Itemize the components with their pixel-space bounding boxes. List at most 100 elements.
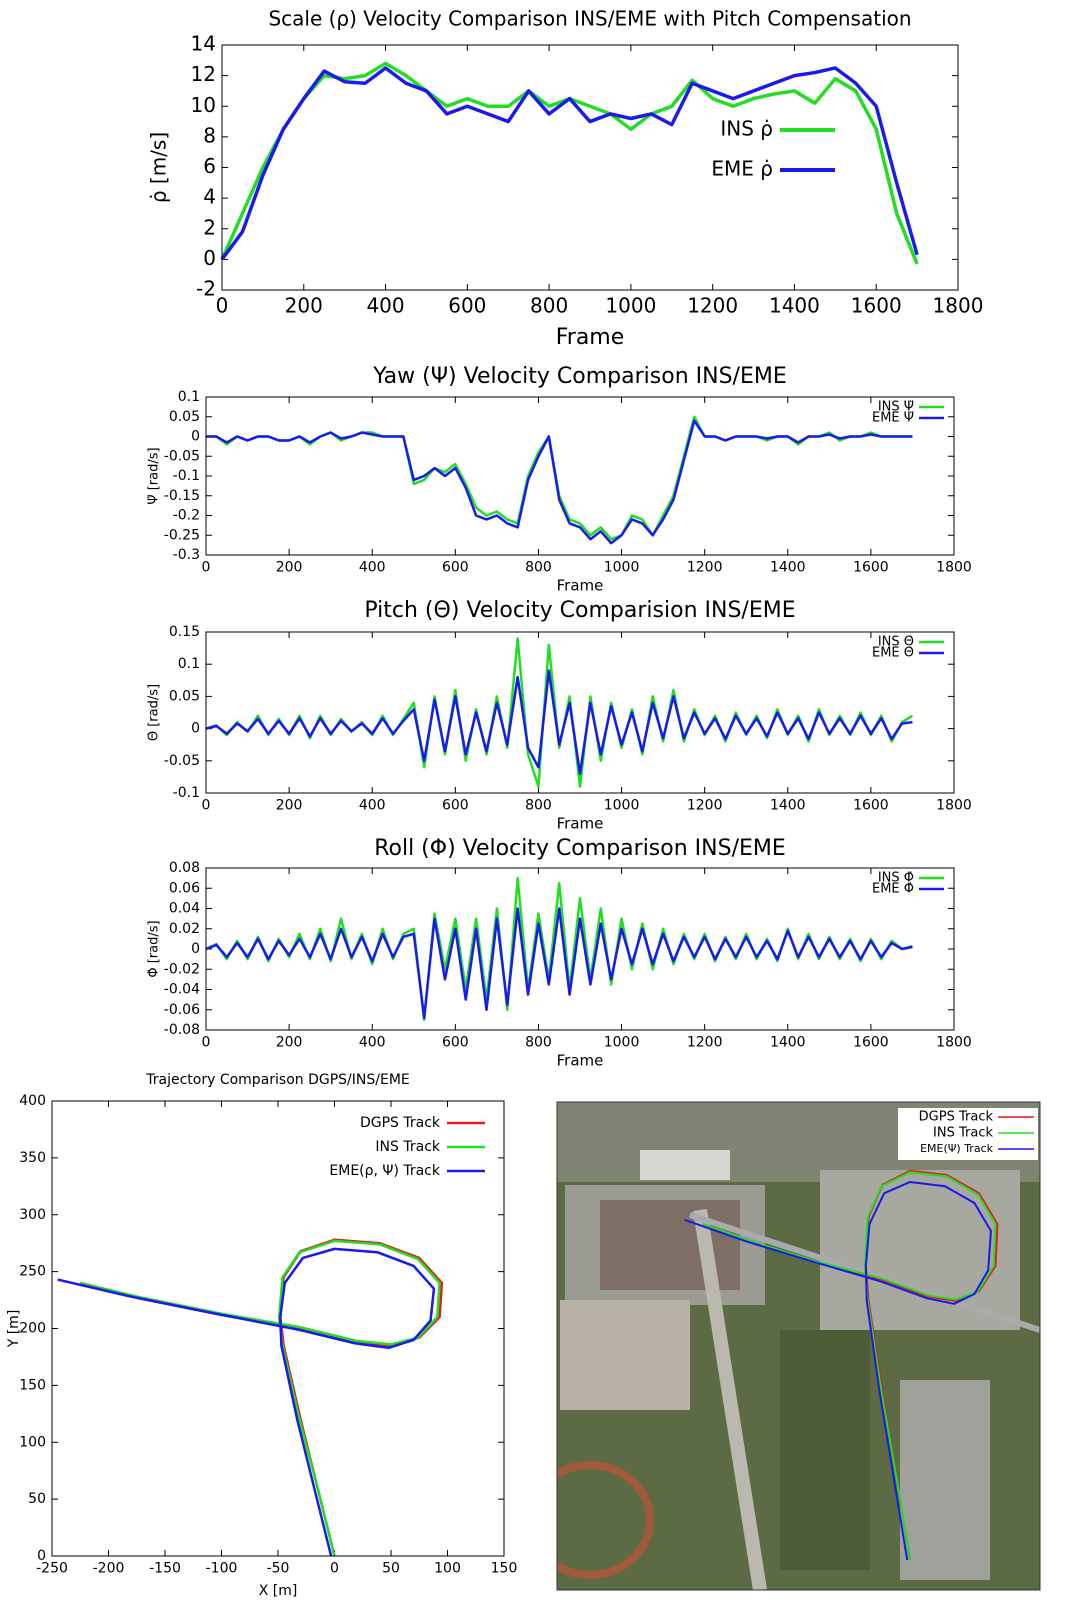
data-line (57, 1247, 436, 1557)
y-tick-label: 0.05 (169, 688, 200, 704)
y-tick-label: 350 (19, 1150, 46, 1166)
plot-frame (205, 631, 955, 794)
x-tick-label: 1200 (687, 1035, 723, 1051)
x-tick-label: -100 (206, 1561, 238, 1577)
x-tick-label: 1600 (853, 560, 889, 576)
legend-label: EME ρ̇ (711, 157, 773, 181)
x-tick-label: 200 (276, 798, 303, 814)
x-tick-label: 1400 (770, 560, 806, 576)
legend-label: INS Φ̇ (878, 871, 914, 886)
legend-label: INS Θ̇ (878, 635, 914, 650)
x-tick-label: 600 (442, 798, 469, 814)
data-line (205, 876, 913, 1022)
x-tick-label: 1000 (605, 294, 656, 318)
x-tick-label: 1200 (687, 798, 723, 814)
data-line (205, 907, 913, 1020)
y-tick-label: -0.2 (173, 508, 200, 524)
chart-title: Pitch (Θ) Velocity Comparision INS/EME (364, 598, 795, 623)
legend-label: INS Track (375, 1139, 440, 1155)
x-tick-label: 200 (285, 294, 323, 318)
y-axis-label: Θ̇ [rad/s] (147, 684, 162, 741)
x-axis-label: Frame (556, 325, 625, 350)
data-line (206, 415, 913, 541)
image-frame (556, 1101, 1041, 1591)
y-tick-label: 12 (191, 62, 216, 86)
data-line (205, 637, 914, 788)
y-tick-label: -0.08 (164, 1022, 200, 1038)
y-tick-label: -0.3 (173, 547, 200, 563)
x-tick-label: 1200 (687, 294, 738, 318)
y-tick-label: 10 (191, 93, 216, 117)
y-tick-label: 0.1 (178, 656, 200, 672)
x-tick-label: -150 (149, 1561, 181, 1577)
y-tick-label: 2 (203, 215, 216, 239)
x-tick-label: 800 (525, 798, 552, 814)
y-tick-label: -2 (196, 277, 216, 301)
y-tick-label: 150 (19, 1377, 46, 1393)
y-tick-label: 14 (191, 32, 216, 56)
x-tick-label: 400 (366, 294, 404, 318)
plot-frame (205, 867, 955, 1031)
x-tick-label: 1800 (933, 294, 984, 318)
y-tick-label: -0.04 (164, 982, 200, 998)
chart-title: Trajectory Comparison DGPS/INS/EME (145, 1072, 410, 1088)
y-tick-label: -0.05 (164, 753, 200, 769)
data-line (220, 66, 919, 261)
y-axis-label: Y [m] (6, 1310, 22, 1349)
x-tick-label: 800 (530, 294, 568, 318)
data-line (220, 61, 919, 265)
y-axis-label: Φ̇ [rad/s] (147, 920, 162, 977)
y-tick-label: 0.06 (169, 880, 200, 896)
x-axis-label: Frame (557, 815, 604, 833)
x-tick-label: 0 (202, 1035, 211, 1051)
x-tick-label: 400 (359, 560, 386, 576)
map-track (684, 1180, 992, 1561)
x-tick-label: 600 (442, 560, 469, 576)
y-tick-label: 0.08 (169, 860, 200, 876)
x-tick-label: 0 (330, 1561, 339, 1577)
legend-label: INS Ψ̇ (878, 400, 914, 415)
y-tick-label: 0 (37, 1548, 46, 1564)
y-tick-label: 0 (203, 246, 216, 270)
x-tick-label: 1200 (687, 560, 723, 576)
x-tick-label: -250 (36, 1561, 68, 1577)
chart-title: Scale (ρ) Velocity Comparison INS/EME wi… (268, 7, 911, 31)
y-tick-label: 0.15 (169, 624, 200, 640)
x-axis-label: Frame (557, 1052, 604, 1070)
x-tick-label: 1800 (936, 1035, 972, 1051)
legend-label: INS Track (933, 1126, 993, 1141)
x-tick-label: 400 (359, 1035, 386, 1051)
y-tick-label: -0.06 (164, 1002, 200, 1018)
x-tick-label: 1600 (853, 1035, 889, 1051)
x-tick-label: -200 (93, 1561, 125, 1577)
x-tick-label: 1600 (851, 294, 902, 318)
x-tick-label: 1400 (770, 1035, 806, 1051)
map-tracks (684, 1169, 999, 1561)
y-tick-label: -0.15 (164, 488, 200, 504)
y-tick-label: 4 (203, 185, 216, 209)
y-axis-label: ρ̇ [m/s] (147, 132, 171, 203)
x-tick-label: 200 (276, 560, 303, 576)
y-tick-label: 100 (19, 1434, 46, 1450)
x-tick-label: 800 (525, 1035, 552, 1051)
y-axis-label: Ψ̇ [rad/s] (147, 447, 162, 504)
y-tick-label: -0.05 (164, 448, 200, 464)
x-tick-label: 100 (434, 1561, 461, 1577)
x-tick-label: -50 (267, 1561, 290, 1577)
y-tick-label: -0.02 (164, 961, 200, 977)
legend-label: EME(Ψ) Track (920, 1142, 994, 1155)
data-line (206, 419, 913, 545)
data-line (79, 1239, 441, 1557)
satellite-image (557, 1102, 1040, 1590)
y-tick-label: -0.1 (173, 468, 200, 484)
y-tick-label: 6 (203, 154, 216, 178)
x-axis-label: Frame (557, 577, 604, 595)
y-tick-label: 0.02 (169, 921, 200, 937)
x-tick-label: 0 (216, 294, 229, 318)
y-tick-label: 8 (203, 123, 216, 147)
y-tick-label: 50 (28, 1491, 46, 1507)
y-tick-label: 0 (191, 941, 200, 957)
x-tick-label: 1000 (604, 560, 640, 576)
x-tick-label: 1800 (936, 560, 972, 576)
legend-label: EME Φ̇ (872, 882, 914, 897)
